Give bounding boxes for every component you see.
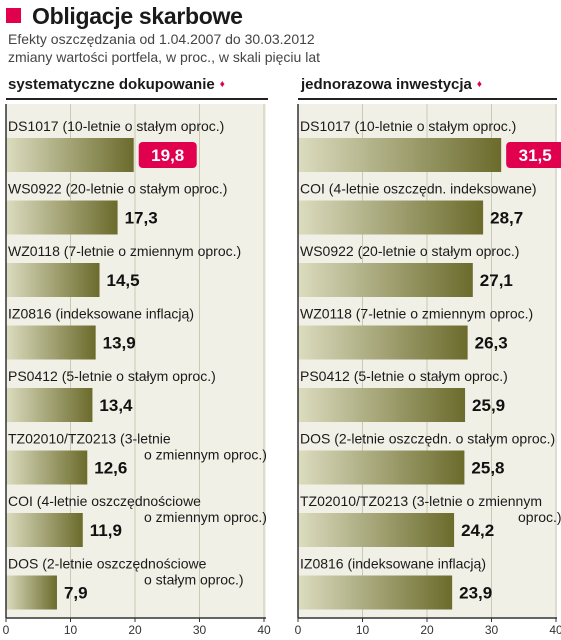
bar-label: PS0412 (5-letnie o stałym oproc.)	[8, 368, 216, 384]
bar-label: DOS (2-letnie oszczędn. o stałym oproc.)	[300, 431, 555, 447]
bar	[298, 513, 455, 547]
panel-divider-right	[298, 98, 557, 100]
bar	[6, 575, 57, 610]
value-label: 28,7	[490, 209, 523, 228]
bar-label: TZ02010/TZ0213 (3-letnie o zmiennym	[300, 493, 542, 509]
value-label: 13,9	[103, 334, 136, 353]
chart-title: Obligacje skarbowe	[32, 3, 243, 29]
value-label: 7,9	[64, 584, 88, 603]
value-label: 26,3	[475, 334, 508, 353]
value-badge	[506, 142, 561, 168]
value-label: 14,5	[107, 271, 140, 290]
bar	[6, 138, 134, 172]
bar	[6, 513, 83, 547]
down-arrow-icon: ♦	[219, 79, 225, 90]
bar-label: IZ0816 (indeksowane inflacją)	[8, 306, 194, 322]
bar	[298, 200, 484, 235]
bar-label: DOS (2-letnie oszczędnościowe	[8, 556, 207, 572]
value-label: 23,9	[459, 584, 492, 603]
bar-label: o stałym oproc.)	[144, 572, 244, 588]
down-arrow-icon: ♦	[476, 79, 482, 90]
title-marker-square	[6, 8, 21, 23]
bar	[6, 263, 100, 297]
bar-label: WS0922 (20-letnie o stałym oproc.)	[8, 181, 227, 197]
value-label: 24,2	[461, 521, 494, 540]
tick-label-right: 30	[485, 623, 499, 637]
value-label: 11,9	[90, 521, 122, 540]
bar	[6, 388, 93, 422]
value-label: 17,3	[125, 209, 158, 228]
value-badge	[138, 142, 197, 168]
bar	[298, 575, 453, 610]
bar-label: PS0412 (5-letnie o stałym oproc.)	[300, 368, 508, 384]
bar-label: o zmiennym oproc.)	[144, 447, 267, 463]
bar-label: WZ0118 (7-letnie o zmiennym oproc.)	[300, 306, 533, 322]
panel-title-right-text: jednorazowa inwestycja	[301, 76, 472, 93]
tick-label-right: 40	[549, 623, 561, 637]
panel-title-left: systematyczne dokupowanie ♦	[8, 76, 225, 94]
value-label: 19,8	[151, 146, 184, 165]
value-label: 12,6	[94, 459, 127, 478]
tick-label-right: 10	[356, 623, 370, 637]
bar	[6, 200, 118, 235]
bar-label: COI (4-letnie oszczędnościowe	[8, 493, 201, 509]
bar	[6, 325, 96, 360]
bar	[298, 388, 466, 422]
chart-subtitle-dates: Efekty oszczędzania od 1.04.2007 do 30.0…	[8, 31, 315, 47]
bar-label: WZ0118 (7-letnie o zmiennym oproc.)	[8, 243, 241, 259]
tick-label-left: 20	[128, 623, 142, 637]
bar	[298, 325, 468, 360]
bar	[298, 450, 465, 485]
bar-label: COI (4-letnie oszczędn. indeksowane)	[300, 181, 537, 197]
bar-label: oproc.)	[518, 509, 561, 525]
bar-label: TZ02010/TZ0213 (3-letnie	[8, 431, 171, 447]
panel-title-left-text: systematyczne dokupowanie	[8, 76, 215, 93]
panel-divider-left	[6, 98, 268, 100]
panel-title-right: jednorazowa inwestycja ♦	[301, 76, 482, 94]
value-label: 25,9	[472, 396, 505, 415]
bar	[298, 263, 473, 297]
value-label: 25,8	[471, 459, 504, 478]
chart-subtitle-units: zmiany wartości portfela, w proc., w ska…	[8, 49, 320, 65]
value-label: 27,1	[480, 271, 513, 290]
tick-label-right: 20	[420, 623, 434, 637]
value-label: 31,5	[519, 146, 552, 165]
tick-label-left: 30	[193, 623, 207, 637]
tick-label-left: 0	[3, 623, 10, 637]
bar-label: o zmiennym oproc.)	[144, 509, 267, 525]
bar-label: IZ0816 (indeksowane inflacją)	[300, 556, 486, 572]
value-label: 13,4	[99, 396, 133, 415]
tick-label-left: 40	[257, 623, 271, 637]
bar	[6, 450, 88, 485]
bar-label: DS1017 (10-letnie o stałym oproc.)	[300, 118, 516, 134]
tick-label-left: 10	[64, 623, 78, 637]
bar-label: DS1017 (10-letnie o stałym oproc.)	[8, 118, 224, 134]
bar	[298, 138, 502, 172]
tick-label-right: 0	[295, 623, 302, 637]
bar-label: WS0922 (20-letnie o stałym oproc.)	[300, 243, 519, 259]
